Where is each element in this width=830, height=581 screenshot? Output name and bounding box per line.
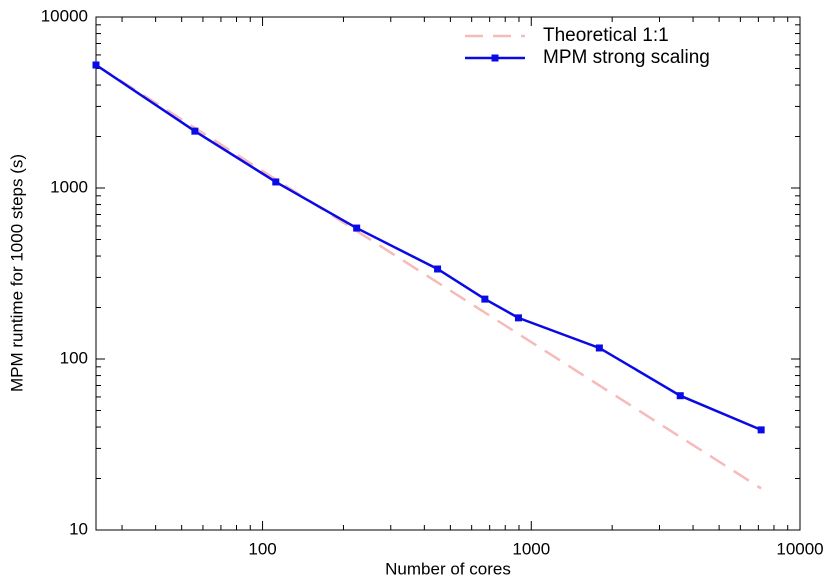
x-tick-label: 1000 xyxy=(512,539,550,558)
data-point xyxy=(676,392,684,400)
data-point xyxy=(514,314,522,322)
data-point xyxy=(481,295,489,303)
x-axis-label: Number of cores xyxy=(385,559,511,578)
plot-frame xyxy=(95,16,801,531)
y-tick-label: 10000 xyxy=(41,6,88,25)
data-point xyxy=(272,178,280,186)
legend-label: MPM strong scaling xyxy=(543,47,710,68)
x-tick-label: 10000 xyxy=(776,539,823,558)
y-axis-label: MPM runtime for 1000 steps (s) xyxy=(7,154,26,392)
legend-label: Theoretical 1:1 xyxy=(543,25,669,46)
data-point xyxy=(92,61,100,69)
data-point xyxy=(757,426,765,434)
series-line xyxy=(95,63,762,432)
y-tick-label: 100 xyxy=(60,348,88,367)
series-line xyxy=(95,63,762,490)
x-tick-label: 100 xyxy=(248,539,276,558)
data-point xyxy=(434,265,442,273)
y-tick-label: 10 xyxy=(69,519,88,538)
data-point xyxy=(595,344,603,352)
y-tick-label: 1000 xyxy=(50,177,88,196)
legend-marker xyxy=(491,54,499,62)
data-point xyxy=(191,127,199,135)
data-point xyxy=(353,224,361,232)
